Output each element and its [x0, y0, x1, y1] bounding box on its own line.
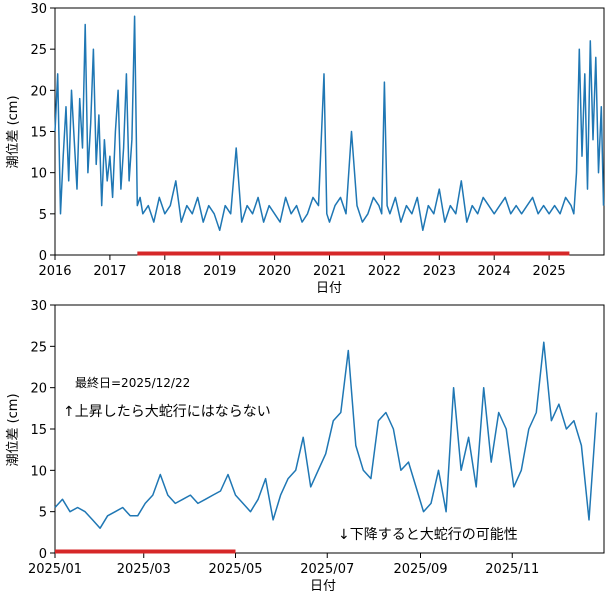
bottom-x-ticks: 2025/01 2025/03 2025/05 2025/07 2025/09 2025/… [28, 553, 539, 577]
top-x-ticks: 2016 2017 2018 2019 2020 2021 2022 2023 2024 2025 [38, 255, 566, 279]
top-y-tick-label: 15 [30, 126, 47, 141]
top-x-tick-label: 2018 [148, 264, 181, 279]
bot-y-tick-label: 20 [30, 382, 47, 397]
top-x-tick-label: 2020 [258, 264, 291, 279]
last-date-annotation: 最終日=2025/12/22 [75, 375, 190, 390]
bot-x-tick-label: 2025/09 [393, 562, 447, 577]
bot-x-tick-label: 2025/03 [117, 562, 171, 577]
bot-x-tick-label: 2025/11 [485, 562, 539, 577]
rise-annotation: ↑上昇したら大蛇行にはならない [63, 404, 271, 420]
bot-x-tick-label: 2025/01 [28, 562, 82, 577]
bot-y-tick-label: 15 [30, 423, 47, 438]
top-y-tick-label: 10 [30, 167, 47, 182]
bot-y-tick-label: 0 [39, 547, 47, 562]
top-x-tick-label: 2023 [423, 264, 456, 279]
top-plot-frame [54, 7, 605, 256]
bot-x-tick-label: 2025/05 [208, 562, 262, 577]
bot-y-tick-label: 30 [30, 299, 47, 314]
top-y-tick-label: 5 [39, 208, 47, 223]
top-y-tick-label: 25 [30, 43, 47, 58]
top-x-tick-label: 2022 [368, 264, 401, 279]
bot-y-tick-label: 5 [39, 506, 47, 521]
bot-x-tick-label: 2025/07 [300, 562, 354, 577]
bottom-series-line [54, 341, 598, 529]
top-x-axis-label: 日付 [316, 281, 342, 296]
bottom-x-axis-label: 日付 [310, 579, 336, 594]
top-series-line [54, 15, 605, 232]
top-y-axis-label: 潮位差 (cm) [6, 95, 21, 168]
top-y-tick-label: 0 [39, 249, 47, 264]
top-x-tick-label: 2019 [203, 264, 236, 279]
bot-y-tick-label: 10 [30, 464, 47, 479]
top-y-tick-label: 30 [30, 2, 47, 17]
top-y-ticks: 0 5 10 15 20 25 30 [30, 2, 55, 264]
fall-annotation: ↓下降すると大蛇行の可能性 [338, 527, 518, 543]
top-x-tick-label: 2017 [93, 264, 126, 279]
top-x-tick-label: 2024 [478, 264, 511, 279]
top-x-tick-label: 2021 [313, 264, 346, 279]
top-x-tick-label: 2016 [38, 264, 71, 279]
bottom-y-axis-label: 潮位差 (cm) [6, 393, 21, 466]
bot-y-tick-label: 25 [30, 340, 47, 355]
bottom-y-ticks: 0 5 10 15 20 25 30 [30, 299, 55, 562]
top-x-tick-label: 2025 [533, 264, 566, 279]
top-y-tick-label: 20 [30, 84, 47, 99]
